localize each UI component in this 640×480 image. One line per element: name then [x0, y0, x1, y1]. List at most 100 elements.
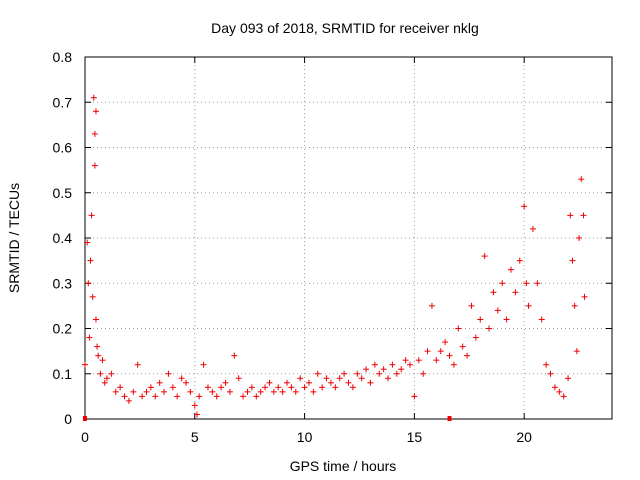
- data-point: [332, 384, 339, 391]
- data-point: [193, 411, 200, 418]
- x-tick-label: 15: [407, 429, 423, 445]
- axis-ticks: [84, 56, 612, 420]
- data-point: [363, 366, 370, 373]
- y-tick-label: 0.2: [53, 321, 73, 337]
- data-point: [472, 334, 479, 341]
- data-point: [523, 280, 530, 287]
- data-point: [82, 361, 88, 368]
- data-point: [99, 357, 106, 364]
- data-point: [442, 339, 449, 346]
- data-point: [556, 388, 563, 395]
- data-point: [117, 384, 124, 391]
- data-point: [380, 366, 387, 373]
- data-point: [91, 162, 98, 169]
- data-point: [512, 289, 519, 296]
- data-point: [284, 379, 291, 386]
- data-points: [82, 94, 588, 418]
- data-point: [578, 176, 585, 183]
- data-point: [336, 375, 343, 382]
- data-point: [103, 375, 110, 382]
- data-point: [569, 257, 576, 264]
- data-point: [494, 307, 501, 314]
- data-point: [534, 280, 541, 287]
- data-point: [92, 316, 99, 323]
- data-point: [486, 325, 493, 332]
- data-point: [101, 379, 108, 386]
- data-point: [178, 375, 185, 382]
- x-tick-label: 10: [297, 429, 313, 445]
- x-axis-label: GPS time / hours: [290, 458, 397, 474]
- data-point: [275, 384, 282, 391]
- data-point: [571, 302, 578, 309]
- data-point: [143, 388, 150, 395]
- data-point: [152, 393, 159, 400]
- data-point: [393, 370, 400, 377]
- data-point: [248, 384, 255, 391]
- data-point: [521, 203, 528, 210]
- data-point: [516, 257, 523, 264]
- data-point: [411, 393, 418, 400]
- data-point: [222, 379, 229, 386]
- y-tick-labels: 0 0.1 0.2 0.3 0.4 0.5 0.6 0.7 0.8: [53, 49, 73, 427]
- y-tick-label: 0.4: [53, 230, 73, 246]
- y-tick-label: 0.1: [53, 366, 73, 382]
- data-point: [257, 388, 264, 395]
- data-point: [490, 289, 497, 296]
- x-tick-label: 20: [516, 429, 532, 445]
- data-point: [481, 253, 488, 260]
- data-point: [196, 393, 203, 400]
- data-point: [402, 357, 409, 364]
- y-tick-label: 0: [64, 411, 72, 427]
- data-point: [477, 316, 484, 323]
- data-point: [560, 393, 567, 400]
- x-tick-label: 5: [191, 429, 199, 445]
- data-point: [88, 212, 95, 219]
- data-point: [231, 352, 238, 359]
- data-point: [288, 384, 295, 391]
- data-point: [538, 316, 545, 323]
- data-point: [121, 393, 128, 400]
- data-point: [108, 370, 115, 377]
- data-point: [406, 361, 413, 368]
- data-point: [580, 212, 587, 219]
- data-point: [204, 384, 211, 391]
- data-point: [385, 375, 392, 382]
- data-point: [112, 388, 119, 395]
- data-point: [87, 257, 94, 264]
- flagged-point: [447, 416, 452, 421]
- data-point: [240, 393, 247, 400]
- data-point: [581, 293, 588, 300]
- data-point: [94, 343, 101, 350]
- data-point: [86, 334, 93, 341]
- plot-frame: [84, 56, 613, 420]
- data-point: [437, 348, 444, 355]
- data-point: [183, 379, 190, 386]
- data-point: [420, 370, 427, 377]
- data-point: [310, 388, 317, 395]
- data-point: [576, 235, 583, 241]
- data-point: [464, 352, 471, 359]
- data-point: [503, 316, 510, 323]
- data-point: [89, 293, 96, 300]
- data-point: [97, 370, 104, 377]
- data-point: [130, 388, 137, 395]
- y-tick-label: 0.6: [53, 140, 73, 156]
- data-point: [415, 357, 422, 364]
- data-point: [468, 302, 475, 309]
- data-point: [200, 361, 207, 368]
- data-point: [573, 348, 580, 355]
- flagged-points: [83, 416, 452, 421]
- data-point: [428, 302, 435, 309]
- data-point: [270, 388, 277, 395]
- data-point: [279, 388, 286, 395]
- x-tick-label: 0: [81, 429, 89, 445]
- data-point: [547, 370, 554, 377]
- data-point: [305, 379, 312, 386]
- data-point: [169, 384, 176, 391]
- data-point: [446, 352, 453, 359]
- data-point: [226, 388, 233, 395]
- data-point: [90, 94, 97, 101]
- data-point: [253, 393, 260, 400]
- data-point: [319, 384, 326, 391]
